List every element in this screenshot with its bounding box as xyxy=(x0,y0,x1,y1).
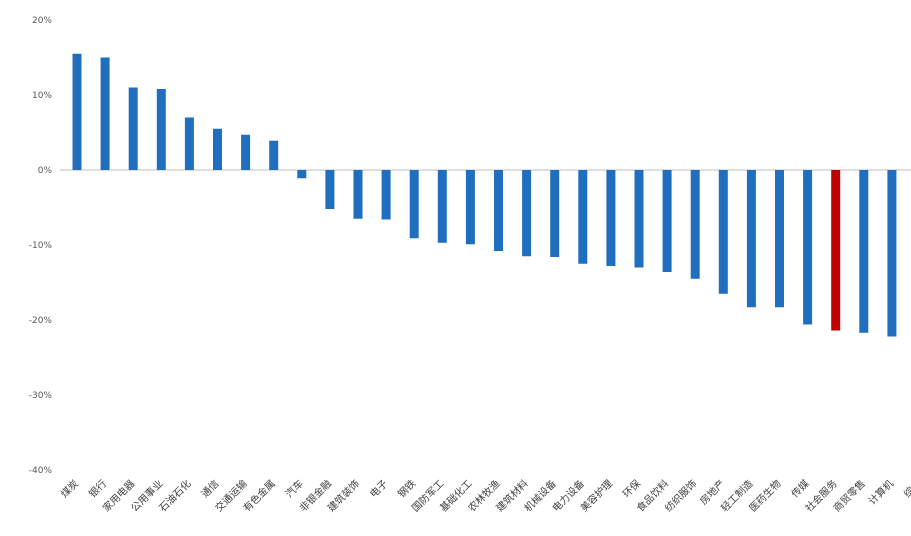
category-label: 汽车 xyxy=(283,477,306,500)
bar xyxy=(437,170,447,243)
bar xyxy=(213,128,222,170)
category-label: 银行 xyxy=(86,477,109,500)
bar xyxy=(297,170,307,179)
y-axis-ticks: 20% 10% 0% -10% -20% -30% -40% xyxy=(29,16,53,476)
bar xyxy=(634,170,644,268)
bar xyxy=(156,89,166,170)
bar xyxy=(662,170,672,272)
category-label: 煤炭 xyxy=(58,477,81,500)
category-label: 综合 xyxy=(901,477,911,500)
bar xyxy=(381,170,391,220)
bar xyxy=(465,170,475,245)
y-tick-label: 20% xyxy=(32,16,52,26)
y-tick-label: -10% xyxy=(29,241,53,251)
bar xyxy=(578,170,588,264)
bar xyxy=(606,170,616,266)
bar xyxy=(184,117,194,170)
bar xyxy=(128,87,138,170)
category-label: 传媒 xyxy=(789,478,812,501)
bar xyxy=(831,170,841,331)
category-label: 环保 xyxy=(620,477,643,500)
bar xyxy=(494,170,503,251)
bar xyxy=(690,170,700,279)
category-label: 计算机 xyxy=(866,477,896,507)
y-tick-label: -20% xyxy=(29,316,53,326)
category-label: 钢铁 xyxy=(395,477,418,500)
category-label: 通信 xyxy=(199,478,222,501)
bar xyxy=(325,170,335,209)
bar xyxy=(353,170,363,219)
bar xyxy=(522,170,532,257)
bar xyxy=(550,170,560,257)
y-tick-label: 0% xyxy=(38,166,53,176)
bar xyxy=(803,170,813,325)
bar xyxy=(746,170,756,308)
bar xyxy=(859,170,869,333)
bars xyxy=(72,53,897,337)
bar xyxy=(269,140,279,170)
bar xyxy=(718,170,728,294)
y-tick-label: -30% xyxy=(29,391,53,401)
y-tick-label: -40% xyxy=(29,466,53,476)
bar xyxy=(100,57,110,170)
bar xyxy=(409,170,419,239)
bar xyxy=(241,134,251,170)
bar xyxy=(72,53,82,170)
y-tick-label: 10% xyxy=(32,91,52,101)
bar xyxy=(775,170,784,308)
bar xyxy=(887,170,897,337)
category-label: 电子 xyxy=(367,477,390,500)
